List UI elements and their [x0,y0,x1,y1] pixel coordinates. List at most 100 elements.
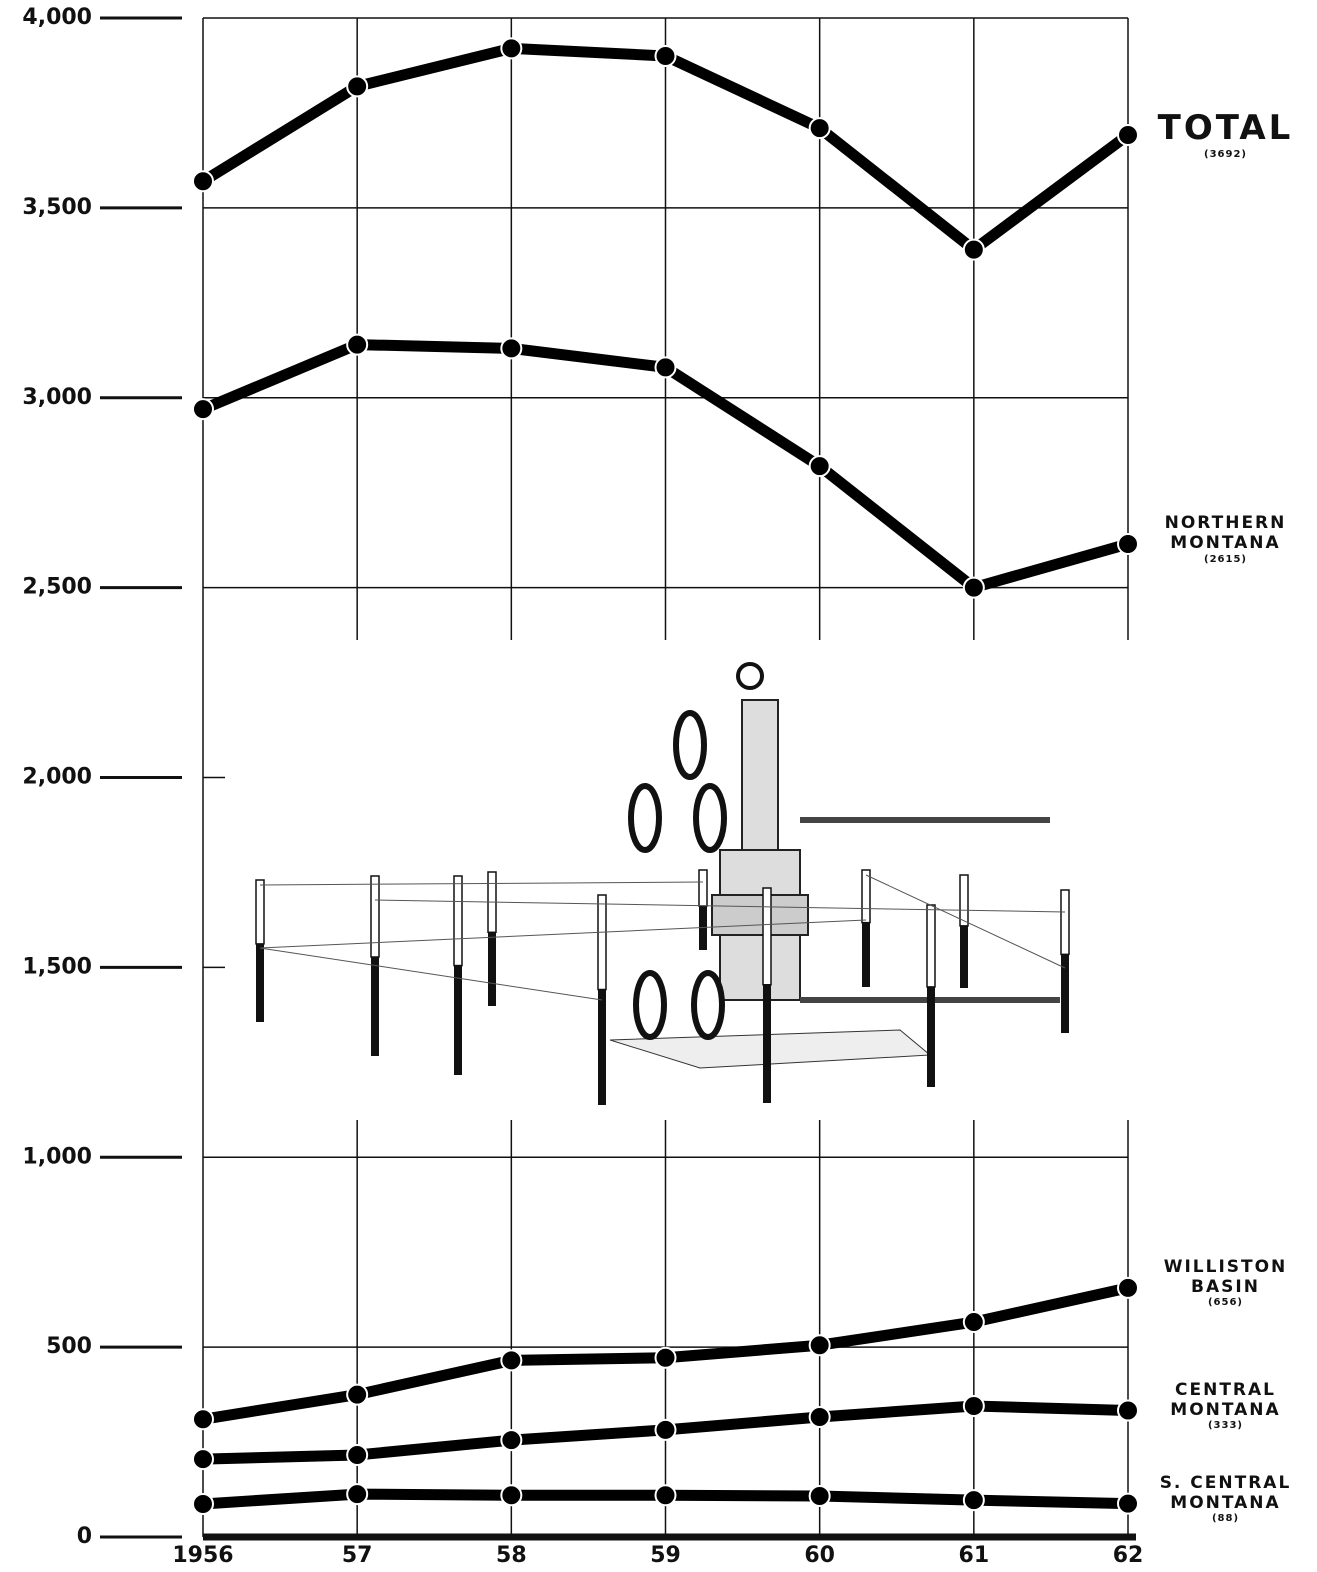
x-tick-label: 1956 [172,1543,233,1568]
y-tick-label: 3,000 [22,385,92,410]
illustration [225,640,1130,1120]
fence-wire [259,947,603,1001]
y-tick-label: 2,500 [22,575,92,600]
valve-wheel [691,970,725,1040]
fence-post-top [453,875,463,967]
legend-entry: WILLISTON BASIN [1163,1257,1288,1297]
fence-wire [374,899,1066,913]
series-label: NORTHERN MONTANA (2615) [1138,514,1313,565]
data-point [1117,1492,1139,1515]
data-point [808,455,831,478]
fence-post-top [1060,889,1070,956]
data-point [346,1443,369,1466]
valve-wheel [693,783,727,853]
x-tick-label: 62 [1113,1543,1144,1568]
x-tick-label: 61 [959,1543,990,1568]
value-label: (3692) [1204,148,1247,160]
series-label: S. CENTRAL MONTANA (88) [1138,1473,1313,1525]
fence-post-top [698,869,708,907]
value-label: (88) [1211,1513,1240,1525]
data-point [346,75,369,98]
data-point [1117,1276,1139,1299]
value-label: (333) [1207,1420,1243,1432]
fence-post-bottom [488,932,496,1006]
fence-post-top [762,887,772,986]
y-tick-label: 0 [77,1524,92,1549]
fence-post-top [255,879,265,945]
fence-post-top [370,875,380,958]
x-tick-label: 59 [650,1543,681,1568]
valve-wheel [673,710,707,780]
fence-post-top [959,874,969,927]
fence-post-bottom [1061,954,1069,1033]
legend-entry: CENTRAL MONTANA [1170,1380,1281,1420]
fence-post-bottom [454,965,462,1075]
data-point [500,37,523,60]
series-label: WILLISTON BASIN (656) [1138,1258,1313,1309]
value-label: (2615) [1204,553,1247,565]
fence-post-bottom [763,984,771,1103]
data-point [654,1418,677,1441]
fence-post-bottom [960,925,968,988]
data-point [346,1483,369,1506]
data-point [500,1484,523,1507]
fence-post-top [861,869,871,924]
legend-entry: TOTAL [1157,108,1294,149]
data-point [346,333,369,356]
data-point [1117,532,1139,555]
fence-post-bottom [256,943,264,1022]
valve-wheel [633,970,667,1040]
x-tick-label: 60 [804,1543,835,1568]
data-point [192,1448,214,1471]
data-point [192,1492,214,1515]
fence-post-bottom [598,989,606,1105]
series-label: TOTAL (3692) [1138,109,1313,160]
data-point [1117,123,1139,146]
y-tick-label: 1,000 [22,1144,92,1169]
y-tick-label: 4,000 [22,5,92,30]
y-tick-label: 3,500 [22,195,92,220]
fence-post-bottom [862,922,870,987]
data-point [500,337,523,360]
data-point [654,356,677,379]
y-tick-label: 2,000 [22,765,92,790]
data-point [962,576,985,599]
data-point [808,1484,831,1507]
legend-entry: S. CENTRAL MONTANA [1159,1473,1292,1513]
data-point [1117,1399,1139,1422]
y-tick-label: 500 [46,1334,92,1359]
data-point [192,170,214,193]
fence-wire [259,919,867,949]
x-tick-label: 57 [342,1543,373,1568]
fence-wire [865,874,1066,969]
fence-wire [259,881,704,886]
data-point [346,1383,369,1406]
data-point [962,238,985,261]
data-point [962,1311,985,1334]
data-point [654,44,677,67]
fence-post-bottom [371,957,379,1056]
data-point [808,1334,831,1357]
series-label: CENTRAL MONTANA (333) [1138,1380,1313,1432]
data-point [500,1429,523,1452]
data-point [192,1408,214,1431]
fence-post-bottom [927,986,935,1087]
value-label: (656) [1207,1297,1243,1309]
wellhead-stem [741,699,779,851]
wellhead-flange [711,894,809,936]
data-point [808,1405,831,1428]
data-point [808,117,831,140]
x-tick-label: 58 [496,1543,527,1568]
fence-post-top [597,894,607,991]
fence-post-top [926,904,936,988]
gauge [736,662,764,690]
data-point [962,1394,985,1417]
data-point [500,1349,523,1372]
data-point [962,1489,985,1512]
valve-wheel [628,783,662,853]
legend-entry: NORTHERN MONTANA [1164,513,1287,553]
data-point [654,1484,677,1507]
y-tick-label: 1,500 [22,954,92,979]
data-point [192,398,214,421]
